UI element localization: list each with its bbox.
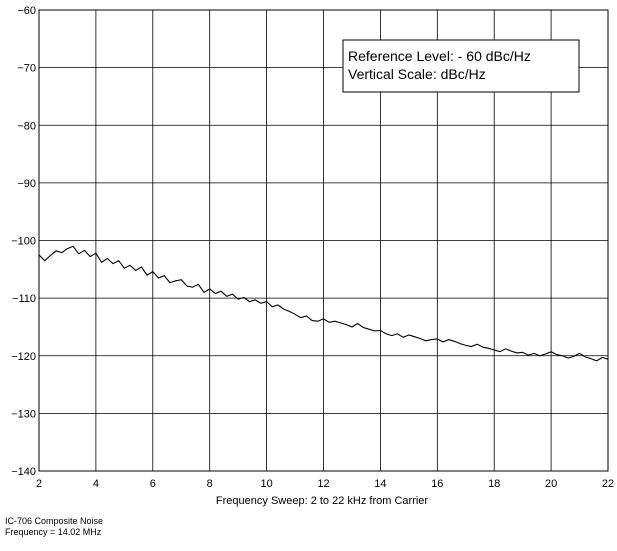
x-tick-label: 14 bbox=[374, 478, 386, 490]
x-tick-label: 16 bbox=[431, 478, 443, 490]
x-tick-label: 2 bbox=[36, 478, 42, 490]
y-tick-label: −100 bbox=[11, 236, 36, 248]
legend-frame bbox=[342, 39, 580, 93]
y-tick-label: −130 bbox=[11, 408, 36, 420]
y-tick-label: −110 bbox=[12, 293, 36, 305]
x-tick-label: 4 bbox=[93, 478, 99, 490]
y-tick-label: −70 bbox=[17, 63, 36, 75]
series-line bbox=[38, 245, 609, 362]
y-tick-label: −90 bbox=[17, 178, 36, 190]
x-tick-label: 8 bbox=[207, 478, 213, 490]
tick-labels: 2 4 6 8 10 12 14 16 18 20 22 −60 −70 −80 −90 −100 −110 −1… bbox=[11, 5, 614, 490]
x-tick-label: 6 bbox=[150, 478, 156, 490]
legend-reference-level: Reference Level: - 60 dBc/Hz bbox=[348, 48, 531, 64]
x-tick-label: 12 bbox=[317, 478, 329, 490]
legend-vertical-scale: Vertical Scale: dBc/Hz bbox=[348, 66, 486, 82]
y-tick-label: −120 bbox=[11, 351, 36, 363]
x-tick-label: 20 bbox=[545, 478, 557, 490]
caption-radio-model: IC-706 Composite Noise bbox=[5, 516, 104, 526]
y-tick-label: −140 bbox=[11, 466, 36, 478]
y-tick-label: −60 bbox=[17, 5, 36, 17]
x-tick-label: 18 bbox=[488, 478, 500, 490]
x-axis-title: Frequency Sweep: 2 to 22 kHz from Carrie… bbox=[216, 495, 428, 507]
legend-box: Reference Level: - 60 dBc/Hz Vertical Sc… bbox=[342, 39, 580, 93]
x-tick-label: 10 bbox=[260, 478, 272, 490]
x-tick-label: 22 bbox=[602, 478, 614, 490]
caption-frequency: Frequency = 14.02 MHz bbox=[5, 527, 102, 537]
y-tick-label: −80 bbox=[17, 120, 36, 132]
